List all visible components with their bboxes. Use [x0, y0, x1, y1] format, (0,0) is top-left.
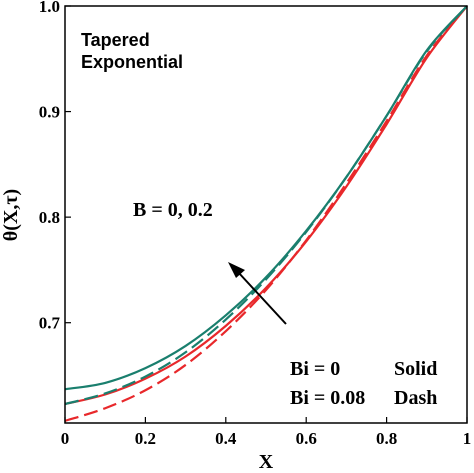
plot-frame [64, 5, 468, 424]
y-axis-title: θ(X,τ) [0, 189, 22, 241]
arrow-head [228, 262, 245, 278]
legend-bi0-style: Solid [394, 358, 437, 380]
series-line-teal-dash [64, 5, 468, 406]
legend-bi008-style: Dash [394, 387, 437, 409]
y-tick-label: 0.7 [39, 314, 61, 333]
series-layer [64, 5, 468, 422]
x-tick-label: 0.6 [296, 429, 317, 448]
series-line-red-dash [64, 5, 468, 422]
y-tick-label: 1.0 [39, 0, 60, 16]
legend-bi0: Bi = 0 [290, 358, 340, 380]
x-tick-label: 0.4 [215, 429, 237, 448]
x-tick-label: 0.8 [376, 429, 397, 448]
x-tick-label: 0 [61, 429, 70, 448]
x-tick-label: 1 [463, 429, 472, 448]
case-label-exponential: Exponential [81, 52, 183, 72]
legend-bi008: Bi = 0.08 [290, 387, 365, 409]
param-label: B = 0, 0.2 [133, 199, 213, 221]
x-tick-label: 0.2 [135, 429, 156, 448]
y-tick-label: 0.9 [39, 103, 60, 122]
y-tick-label: 0.8 [39, 208, 60, 227]
x-axis-title: X [259, 451, 274, 473]
direction-arrow [228, 262, 287, 325]
arrow-shaft [237, 271, 287, 325]
series-line-red-solid [64, 5, 468, 406]
case-label-tapered: Tapered [81, 30, 150, 50]
